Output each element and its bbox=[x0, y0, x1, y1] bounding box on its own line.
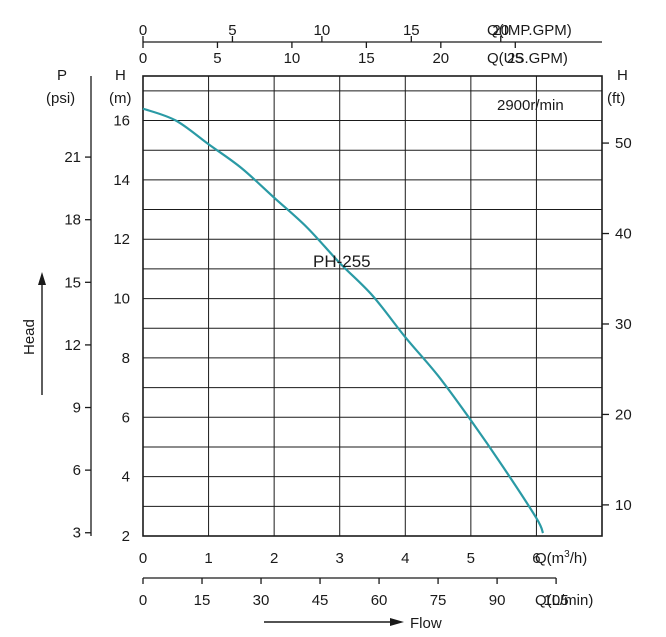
lmin-tick-label: 60 bbox=[371, 592, 388, 609]
x-tick-label: 5 bbox=[467, 550, 475, 567]
psi-tick-label: 18 bbox=[64, 212, 81, 229]
x-tick-label: 6 bbox=[532, 550, 540, 567]
ft-unit-bottom: (ft) bbox=[607, 90, 625, 107]
series-label: PH-255 bbox=[313, 252, 371, 271]
impgpm-axis-label: Q(IMP.GPM) bbox=[487, 22, 572, 39]
head-m-unit-top: H bbox=[115, 67, 126, 84]
impgpm-tick-label: 0 bbox=[139, 22, 147, 39]
impgpm-tick-label: 10 bbox=[314, 22, 331, 39]
ft-tick-label: 30 bbox=[615, 316, 632, 333]
psi-unit-bottom: (psi) bbox=[46, 90, 75, 107]
ft-tick-label: 50 bbox=[615, 135, 632, 152]
x-tick-label: 1 bbox=[204, 550, 212, 567]
chart-series bbox=[142, 107, 545, 534]
y-tick-label: 2 bbox=[122, 528, 130, 545]
psi-tick-label: 15 bbox=[64, 274, 81, 291]
speed-annotation: 2900r/min bbox=[497, 97, 564, 114]
psi-tick-label: 6 bbox=[73, 462, 81, 479]
y-tick-label: 14 bbox=[113, 172, 130, 189]
y-tick-label: 6 bbox=[122, 409, 130, 426]
flow-arrow-icon bbox=[390, 618, 404, 626]
chart-axes bbox=[85, 36, 609, 584]
lmin-tick-label: 0 bbox=[139, 592, 147, 609]
psi-tick-label: 12 bbox=[64, 337, 81, 354]
usgpm-axis-label: Q(US.GPM) bbox=[487, 50, 568, 67]
x-tick-label: 0 bbox=[139, 550, 147, 567]
y-tick-label: 16 bbox=[113, 113, 130, 130]
series-line bbox=[142, 107, 545, 534]
lmin-tick-label: 75 bbox=[430, 592, 447, 609]
flow-label: Flow bbox=[410, 615, 442, 632]
lmin-tick-label: 15 bbox=[194, 592, 211, 609]
psi-tick-label: 9 bbox=[73, 400, 81, 417]
y-tick-label: 10 bbox=[113, 291, 130, 308]
lmin-tick-label: 90 bbox=[489, 592, 506, 609]
x-tick-label: 4 bbox=[401, 550, 409, 567]
usgpm-tick-label: 0 bbox=[139, 50, 147, 67]
psi-unit-top: P bbox=[57, 67, 67, 84]
lmin-tick-label: 45 bbox=[312, 592, 329, 609]
direction-arrows bbox=[38, 272, 404, 626]
usgpm-tick-label: 15 bbox=[358, 50, 375, 67]
usgpm-tick-label: 10 bbox=[284, 50, 301, 67]
head-label: Head bbox=[21, 319, 38, 355]
head-arrow-icon bbox=[38, 272, 46, 285]
chart-labels: 2900r/min Q(IMP.GPM) Q(US.GPM) Q(L/min) … bbox=[21, 22, 628, 632]
psi-tick-label: 3 bbox=[73, 525, 81, 542]
y-tick-label: 12 bbox=[113, 231, 130, 248]
lmin-axis-label: Q(L/min) bbox=[535, 592, 593, 609]
head-m-unit-bottom: (m) bbox=[109, 90, 132, 107]
usgpm-tick-label: 5 bbox=[213, 50, 221, 67]
plot-frame bbox=[142, 75, 603, 537]
lmin-tick-label: 30 bbox=[253, 592, 270, 609]
ft-tick-label: 40 bbox=[615, 226, 632, 243]
ft-unit-top: H bbox=[617, 67, 628, 84]
psi-tick-label: 21 bbox=[64, 149, 81, 166]
usgpm-tick-label: 25 bbox=[507, 50, 524, 67]
y-tick-label: 8 bbox=[122, 350, 130, 367]
impgpm-tick-label: 15 bbox=[403, 22, 420, 39]
y-tick-label: 4 bbox=[122, 469, 130, 486]
m3h-axis-label: Q(m3/h) bbox=[535, 549, 587, 567]
x-tick-label: 3 bbox=[336, 550, 344, 567]
lmin-tick-label: 105 bbox=[544, 592, 569, 609]
chart-grid bbox=[142, 75, 603, 537]
impgpm-tick-label: 20 bbox=[492, 22, 509, 39]
impgpm-tick-label: 5 bbox=[228, 22, 236, 39]
x-tick-label: 2 bbox=[270, 550, 278, 567]
usgpm-tick-label: 20 bbox=[432, 50, 449, 67]
ft-tick-label: 10 bbox=[615, 497, 632, 514]
ft-tick-label: 20 bbox=[615, 406, 632, 423]
